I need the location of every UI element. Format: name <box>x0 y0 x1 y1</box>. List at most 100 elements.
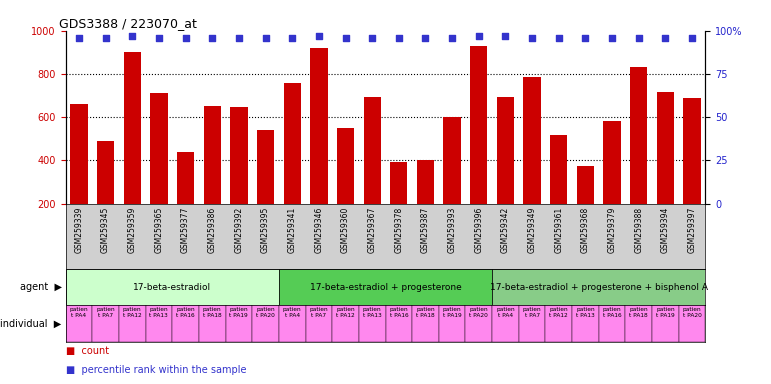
Bar <box>279 269 492 305</box>
Bar <box>177 152 194 247</box>
Point <box>392 35 405 41</box>
Bar <box>150 93 167 247</box>
Point <box>153 35 165 41</box>
Text: patien
t PA19: patien t PA19 <box>656 307 675 318</box>
Text: GSM259393: GSM259393 <box>448 207 456 253</box>
Text: patien
t PA13: patien t PA13 <box>363 307 382 318</box>
Text: GSM259397: GSM259397 <box>688 207 697 253</box>
Bar <box>466 305 492 342</box>
Point <box>526 35 538 41</box>
Point <box>339 35 352 41</box>
Point <box>419 35 432 41</box>
Bar <box>417 161 434 247</box>
Point <box>606 35 618 41</box>
Bar <box>310 48 328 247</box>
Text: patien
t PA18: patien t PA18 <box>203 307 221 318</box>
Bar <box>572 305 599 342</box>
Bar <box>524 77 540 247</box>
Point <box>72 35 85 41</box>
Text: patien
t PA4: patien t PA4 <box>497 307 515 318</box>
Bar <box>470 46 487 247</box>
Point <box>446 35 458 41</box>
Text: ■  percentile rank within the sample: ■ percentile rank within the sample <box>66 365 246 375</box>
Point <box>579 35 591 41</box>
Bar <box>252 305 279 342</box>
Bar <box>146 305 172 342</box>
Text: GSM259388: GSM259388 <box>635 207 643 253</box>
Text: patien
t PA16: patien t PA16 <box>177 307 195 318</box>
Text: GSM259339: GSM259339 <box>74 207 83 253</box>
Text: GDS3388 / 223070_at: GDS3388 / 223070_at <box>59 17 197 30</box>
Point <box>659 35 672 41</box>
Text: patien
t PA13: patien t PA13 <box>576 307 595 318</box>
Text: patien
t PA7: patien t PA7 <box>523 307 541 318</box>
Bar <box>546 305 572 342</box>
Text: GSM259360: GSM259360 <box>341 207 350 253</box>
Bar <box>683 98 701 247</box>
Bar <box>519 305 546 342</box>
Point <box>126 33 138 39</box>
Bar <box>172 305 199 342</box>
Text: ■  count: ■ count <box>66 346 109 356</box>
Text: patien
t PA20: patien t PA20 <box>470 307 488 318</box>
Text: patien
t PA18: patien t PA18 <box>416 307 435 318</box>
Text: GSM259378: GSM259378 <box>394 207 403 253</box>
Bar <box>363 97 381 247</box>
Point <box>286 35 298 41</box>
Text: patien
t PA13: patien t PA13 <box>150 307 168 318</box>
Bar <box>577 166 594 247</box>
Bar <box>497 97 514 247</box>
Text: GSM259396: GSM259396 <box>474 207 483 253</box>
Text: patien
t PA12: patien t PA12 <box>123 307 142 318</box>
Text: 17-beta-estradiol: 17-beta-estradiol <box>133 283 211 291</box>
Bar <box>66 305 93 342</box>
Bar <box>386 305 412 342</box>
Bar <box>332 305 359 342</box>
Text: GSM259392: GSM259392 <box>234 207 244 253</box>
Point <box>553 35 565 41</box>
Text: GSM259361: GSM259361 <box>554 207 564 253</box>
Text: patien
t PA18: patien t PA18 <box>629 307 648 318</box>
Text: patien
t PA4: patien t PA4 <box>69 307 88 318</box>
Text: patien
t PA7: patien t PA7 <box>309 307 328 318</box>
Text: GSM259387: GSM259387 <box>421 207 430 253</box>
Text: GSM259386: GSM259386 <box>207 207 217 253</box>
Point <box>233 35 245 41</box>
Text: GSM259379: GSM259379 <box>608 207 617 253</box>
Bar <box>439 305 466 342</box>
Point <box>99 35 112 41</box>
Bar <box>443 117 461 247</box>
Text: GSM259367: GSM259367 <box>368 207 377 253</box>
Bar <box>390 162 408 247</box>
Bar <box>284 83 301 247</box>
Text: GSM259346: GSM259346 <box>315 207 323 253</box>
Bar <box>412 305 439 342</box>
Point <box>500 33 512 39</box>
Text: agent  ▶: agent ▶ <box>20 282 62 292</box>
Text: GSM259394: GSM259394 <box>661 207 670 253</box>
Text: GSM259368: GSM259368 <box>581 207 590 253</box>
Bar <box>599 305 625 342</box>
Bar <box>678 305 705 342</box>
Bar <box>550 136 567 247</box>
Bar <box>93 305 119 342</box>
Text: patien
t PA12: patien t PA12 <box>550 307 568 318</box>
Bar <box>337 128 354 247</box>
Point <box>473 33 485 39</box>
Text: 17-beta-estradiol + progesterone: 17-beta-estradiol + progesterone <box>310 283 461 291</box>
Bar <box>604 121 621 247</box>
Text: patien
t PA4: patien t PA4 <box>283 307 301 318</box>
Text: patien
t PA16: patien t PA16 <box>389 307 408 318</box>
Text: individual  ▶: individual ▶ <box>1 318 62 329</box>
Point <box>366 35 379 41</box>
Bar <box>123 52 141 247</box>
Text: patien
t PA12: patien t PA12 <box>336 307 355 318</box>
Bar <box>225 305 252 342</box>
Bar <box>652 305 678 342</box>
Bar <box>231 108 247 247</box>
Text: patien
t PA20: patien t PA20 <box>682 307 702 318</box>
Bar <box>204 106 221 247</box>
Text: patien
t PA19: patien t PA19 <box>443 307 462 318</box>
Bar <box>305 305 332 342</box>
Point <box>180 35 192 41</box>
